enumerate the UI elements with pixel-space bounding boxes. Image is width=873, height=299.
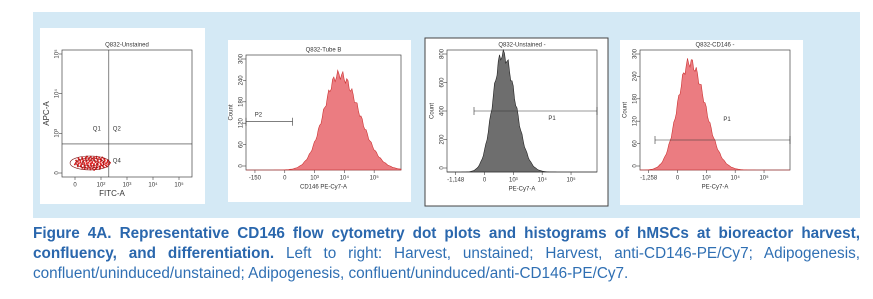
y-tick-label: 60 [633, 140, 639, 147]
event-dot [94, 167, 97, 170]
x-tick-label: 0 [483, 178, 487, 184]
y-tick-label: 120 [239, 118, 245, 129]
caption: Figure 4A. Representative CD146 flow cyt… [33, 224, 860, 284]
contour [81, 159, 99, 167]
event-dot [85, 162, 88, 165]
event-dot [98, 156, 101, 159]
histogram [246, 69, 402, 171]
y-tick-label: 240 [239, 75, 245, 86]
y-axis-label: APC-A [42, 101, 51, 126]
y-tick-label: 300 [239, 53, 245, 64]
gate-label: P1 [723, 117, 731, 123]
event-dot [107, 163, 110, 166]
contour [69, 155, 111, 171]
y-axis-label: Count [229, 104, 235, 120]
panel-title: Q832-Unstained [105, 43, 149, 49]
panel-title: Q832-Tube B [306, 48, 342, 54]
x-axis-label: PE-Cy7-A [702, 185, 729, 191]
event-dot [100, 163, 103, 166]
panel-background [40, 28, 205, 204]
event-dot [81, 156, 84, 159]
y-tick-label: 120 [633, 116, 639, 127]
y-tick-label: 800 [440, 48, 446, 59]
figure: Q832-Unstained 0 10² 10³ 10⁴ 10⁵ 10⁵ 10⁴ 10³ 0 FIT… [33, 12, 860, 218]
y-tick-label: 0 [440, 166, 446, 170]
y-tick-label: 0 [633, 164, 639, 168]
x-tick-label: 10⁴ [538, 177, 548, 184]
caption-text: Left to right: Harvest, unstained; Harve… [33, 245, 861, 282]
x-tick-label: 10⁵ [566, 177, 576, 184]
event-dot [105, 162, 108, 165]
x-tick-label: 0 [676, 176, 680, 182]
quadrant-label: Q4 [113, 159, 122, 165]
x-tick-label: 10⁵ [759, 175, 769, 182]
contour [75, 157, 105, 169]
caption-heading: Figure 4A. Representative CD146 flow cyt… [33, 225, 860, 262]
gate-label: P2 [255, 112, 263, 118]
event-dot [91, 160, 94, 163]
y-tick-label: 0 [55, 171, 61, 175]
event-dot [95, 165, 98, 168]
panel-background [620, 40, 803, 205]
y-tick-label: 600 [440, 77, 446, 88]
event-dot [73, 163, 76, 166]
y-tick-label: 240 [633, 71, 639, 82]
quadrant-label: Q1 [93, 127, 102, 133]
y-tick-label: 10³ [55, 129, 61, 138]
quadrant-label: Q2 [113, 127, 122, 133]
event-dot [79, 161, 82, 164]
event-dot [89, 155, 92, 158]
y-tick-label: 400 [440, 105, 446, 116]
x-axis-label: FITC-A [99, 189, 125, 198]
x-tick-label: 10³ [509, 178, 518, 184]
event-dot [79, 159, 82, 162]
x-tick-label: 10⁵ [174, 182, 184, 189]
gate-label: P1 [548, 116, 556, 122]
x-tick-label: -150 [249, 176, 262, 182]
x-tick-label: 10² [97, 183, 106, 189]
x-tick-label: -1,258 [640, 176, 658, 182]
y-tick-label: 180 [633, 93, 639, 104]
y-tick-label: 0 [239, 164, 245, 168]
y-axis-label: Count [623, 102, 629, 118]
x-axis-label: CD146 PE-Cy7-A [300, 185, 347, 191]
y-tick-label: 10⁴ [54, 89, 61, 99]
panel-title: Q832-CD146 - [695, 43, 734, 49]
x-tick-label: 10⁵ [370, 175, 380, 182]
event-dot [83, 162, 86, 165]
panel-background [228, 40, 411, 202]
event-dot [77, 157, 80, 160]
x-tick-label: 0 [283, 176, 287, 182]
x-tick-label: 10³ [310, 176, 319, 182]
x-axis-label: PE-Cy7-A [509, 187, 536, 193]
y-tick-label: 200 [440, 134, 446, 145]
x-tick-label: -1,148 [447, 178, 465, 184]
event-dot [88, 160, 91, 163]
x-tick-label: 10³ [702, 176, 711, 182]
y-tick-label: 10⁵ [54, 49, 61, 59]
y-tick-label: 60 [239, 141, 245, 148]
y-axis-label: Count [430, 103, 436, 119]
x-tick-label: 10⁴ [340, 175, 350, 182]
event-dot [87, 161, 90, 164]
y-tick-label: 180 [239, 96, 245, 107]
y-tick-label: 300 [633, 48, 639, 59]
x-tick-label: 0 [73, 183, 77, 189]
x-tick-label: 10³ [123, 183, 132, 189]
x-tick-label: 10⁴ [731, 175, 741, 182]
panel-title: Q832-Unstained - [498, 43, 545, 49]
x-tick-label: 10⁴ [148, 182, 158, 189]
histogram [447, 48, 597, 173]
event-dot [89, 163, 92, 166]
